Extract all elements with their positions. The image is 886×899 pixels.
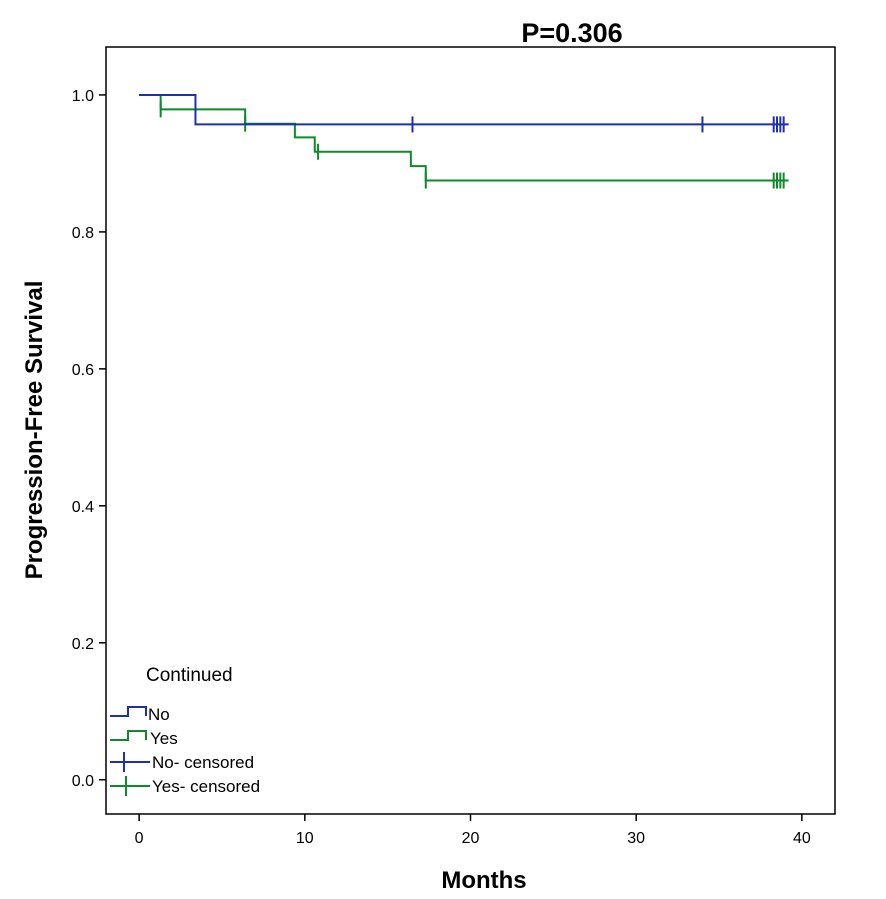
x-tick-label: 0 (135, 830, 144, 847)
legend-no-censored-label: No- censored (152, 753, 254, 772)
x-axis-label: Months (441, 867, 526, 894)
y-tick-label: 1.0 (72, 88, 94, 105)
y-tick-label: 0.6 (72, 362, 94, 379)
series-no-line (139, 93, 789, 126)
legend-yes-censored-label: Yes- censored (152, 777, 260, 796)
legend-yes-label: Yes (150, 729, 178, 748)
x-tick-label: 40 (793, 830, 811, 847)
legend-yes-censored-swatch (110, 776, 150, 796)
series-yes-line (139, 93, 789, 182)
legend: Continued No Yes No- censored Yes- censo… (110, 665, 260, 796)
x-tick-label: 30 (627, 830, 645, 847)
legend-no-label: No (148, 705, 170, 724)
legend-title: Continued (146, 665, 233, 686)
y-axis: 0.0 0.2 0.4 0.6 0.8 1.0 (72, 88, 106, 790)
legend-no-swatch (110, 706, 147, 717)
y-axis-label: Progression-Free Survival (21, 281, 48, 580)
x-axis: 0 10 20 30 40 (135, 814, 811, 847)
y-tick-label: 0.8 (72, 225, 94, 242)
x-tick-label: 20 (462, 830, 480, 847)
x-tick-label: 10 (296, 830, 314, 847)
chart-title: P=0.306 (521, 18, 622, 48)
legend-yes-swatch (110, 730, 147, 741)
y-tick-label: 0.4 (72, 499, 94, 516)
legend-no-censored-swatch (110, 752, 150, 772)
y-tick-label: 0.0 (72, 773, 94, 790)
series-layer (139, 93, 789, 189)
plot-frame (105, 46, 836, 815)
y-tick-label: 0.2 (72, 636, 94, 653)
